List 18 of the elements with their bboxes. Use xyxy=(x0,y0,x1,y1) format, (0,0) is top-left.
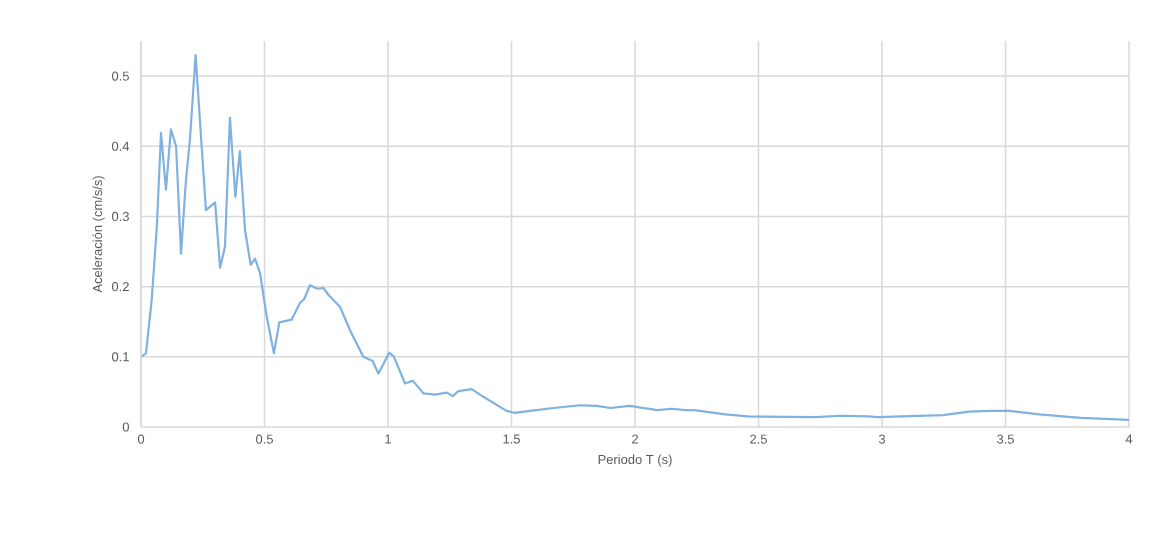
y-tick-label: 0.1 xyxy=(111,352,129,362)
y-tick-label: 0.5 xyxy=(111,71,129,81)
x-tick-label: 0 xyxy=(137,434,145,444)
line-series xyxy=(141,53,1130,422)
y-axis-title: Aceleración (cm/s/s) xyxy=(92,176,105,293)
y-tick-label: 0.4 xyxy=(111,141,130,151)
x-tick-label: 2 xyxy=(632,434,638,444)
y-tick-label: 0 xyxy=(122,422,129,432)
x-tick-label: 3.5 xyxy=(997,434,1014,444)
y-tick-label: 0.3 xyxy=(111,211,129,222)
x-axis-title: Periodo T (s) xyxy=(598,454,672,467)
x-tick-label: 2.5 xyxy=(750,434,767,444)
y-tick-label: 0.2 xyxy=(111,282,129,292)
x-tick-label: 3 xyxy=(878,434,886,444)
x-tick-label: 0.5 xyxy=(256,434,273,444)
x-tick-label: 4 xyxy=(1125,434,1133,444)
x-tick-label: 1 xyxy=(385,434,391,444)
x-tick-label: 1.5 xyxy=(503,434,520,444)
